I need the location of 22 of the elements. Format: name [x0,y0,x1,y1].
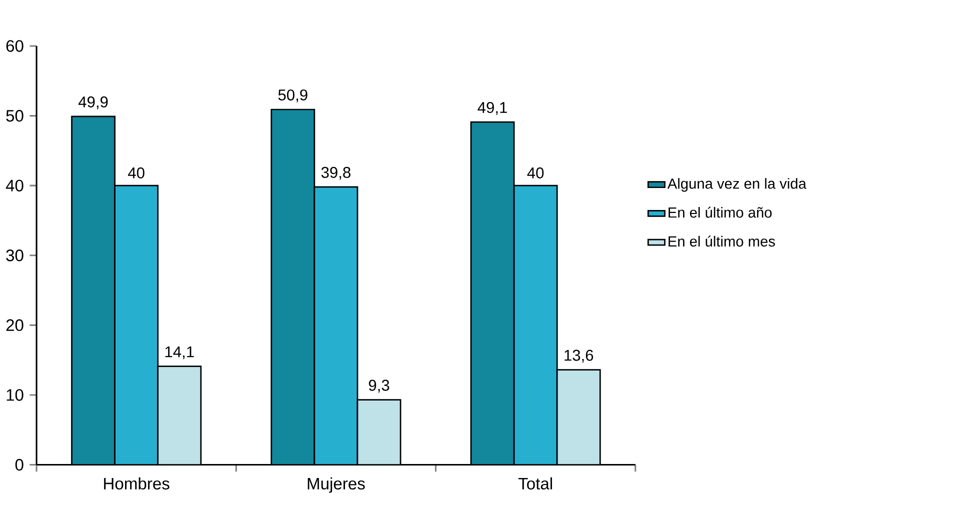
data-label: 39,8 [321,167,350,180]
data-label: 50,9 [278,90,308,102]
y-tick-label: 40 [6,180,24,192]
y-tick-label: 60 [6,40,24,52]
legend-label: Alguna vez en la vida [667,178,806,192]
x-tick-label: Hombres [104,477,170,490]
y-tick-label: 50 [6,110,24,122]
data-label: 13,6 [564,350,594,363]
data-label: 9,3 [368,380,390,393]
data-label: 40 [128,167,144,179]
y-tick-label: 0 [15,459,24,471]
y-tick-label: 20 [6,319,24,332]
data-label: 49,1 [478,102,507,115]
data-label: 40 [527,167,544,179]
data-label: 49,9 [78,96,108,110]
y-tick-label: 30 [6,250,24,262]
x-tick-label: Total [518,477,552,490]
legend-label: En el último mes [668,236,775,247]
y-tick-label: 10 [6,389,24,401]
data-label: 14,1 [165,346,194,360]
legend-label: En el último año [668,206,772,218]
x-tick-label: Mujeres [308,477,365,493]
